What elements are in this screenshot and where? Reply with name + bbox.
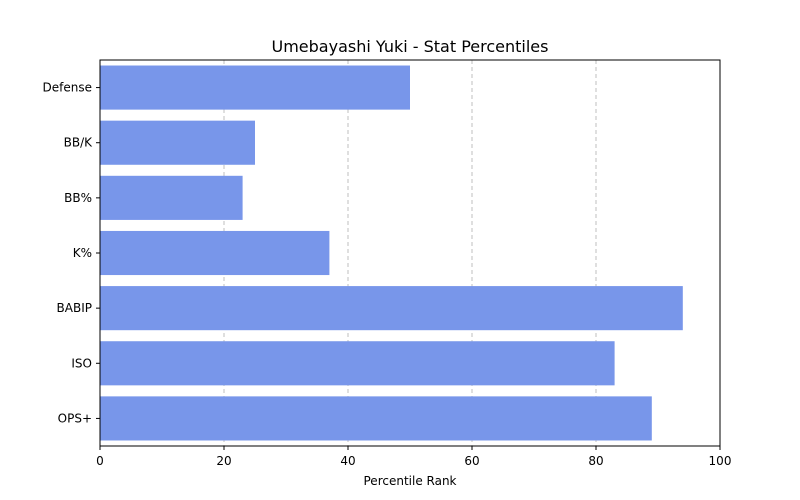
y-axis: Defense BB/K BB% K% BABIP ISO OPS+ bbox=[43, 81, 100, 425]
bar-babip bbox=[100, 286, 683, 331]
x-tick-label: 0 bbox=[96, 454, 104, 468]
bar-iso bbox=[100, 341, 615, 386]
x-tick-label: 40 bbox=[340, 454, 355, 468]
bar-k- bbox=[100, 230, 330, 276]
y-tick-label: BABIP bbox=[57, 301, 92, 315]
x-tick-label: 100 bbox=[709, 454, 732, 468]
x-axis-label: Percentile Rank bbox=[364, 474, 457, 488]
y-tick-label: Defense bbox=[43, 81, 92, 95]
y-tick-label: BB/K bbox=[64, 136, 94, 150]
chart-title: Umebayashi Yuki - Stat Percentiles bbox=[272, 37, 549, 56]
bar-ops- bbox=[100, 396, 652, 441]
y-tick-label: ISO bbox=[71, 356, 92, 370]
x-axis: 0 20 40 60 80 100 bbox=[96, 446, 731, 468]
x-tick-label: 80 bbox=[588, 454, 603, 468]
bar-bb-k bbox=[100, 120, 255, 165]
bar-defense bbox=[100, 65, 410, 110]
y-tick-label: K% bbox=[73, 246, 92, 260]
y-tick-label: BB% bbox=[64, 191, 92, 205]
x-tick-label: 20 bbox=[216, 454, 231, 468]
bar-bb- bbox=[100, 175, 243, 220]
x-tick-label: 60 bbox=[464, 454, 479, 468]
y-tick-label: OPS+ bbox=[58, 411, 92, 425]
bars bbox=[100, 65, 683, 441]
